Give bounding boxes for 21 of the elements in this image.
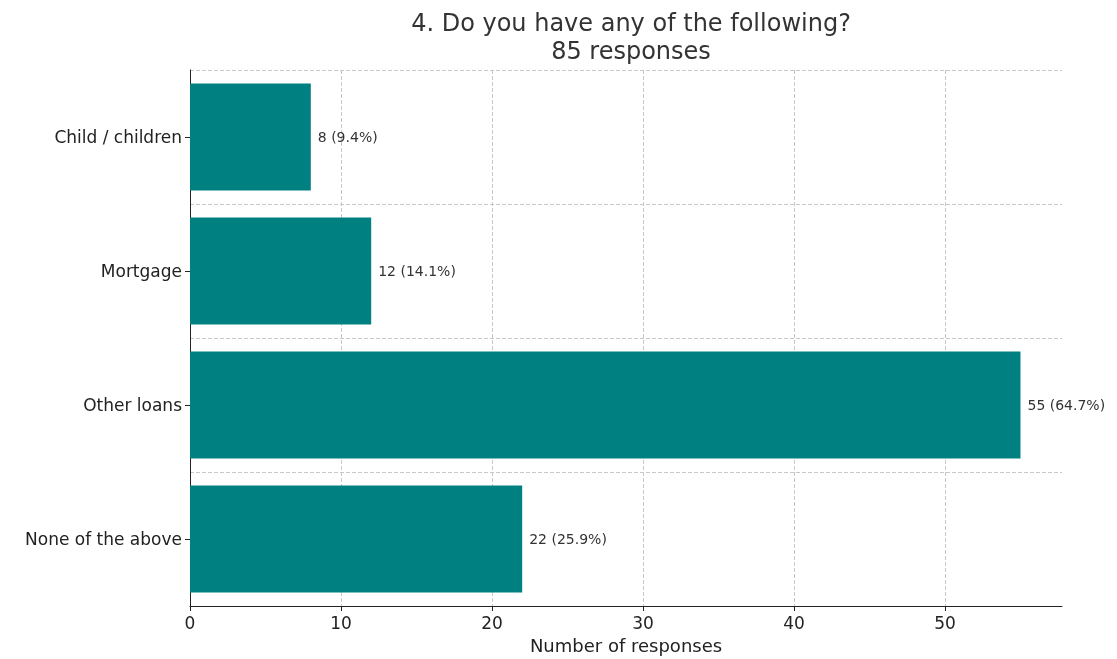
x-tick-label: 30: [632, 612, 654, 633]
x-tick-label: 50: [934, 612, 956, 633]
bar: [190, 485, 523, 593]
y-tick-label: None of the above: [25, 529, 182, 549]
x-tick-label: 40: [783, 612, 805, 633]
chart-title: 4. Do you have any of the following?: [411, 9, 851, 37]
bar: [190, 217, 372, 325]
x-tick-label: 10: [330, 612, 352, 633]
x-axis-title: Number of responses: [529, 634, 723, 656]
y-tick-label: Other loans: [83, 395, 183, 415]
chart-subtitle: 85 responses: [551, 37, 711, 65]
data-label: 12 (14.1%): [378, 263, 456, 279]
x-tick-label: 20: [481, 612, 503, 633]
y-tick-label: Mortgage: [100, 261, 182, 281]
x-tick-label: 0: [184, 612, 196, 633]
bar: [190, 351, 1021, 459]
data-label: 22 (25.9%): [529, 531, 607, 547]
data-label: 55 (64.7%): [1027, 397, 1106, 413]
y-tick-label: Child / children: [54, 127, 182, 147]
data-label: 8 (9.4%): [317, 129, 378, 145]
bar: [190, 83, 311, 191]
